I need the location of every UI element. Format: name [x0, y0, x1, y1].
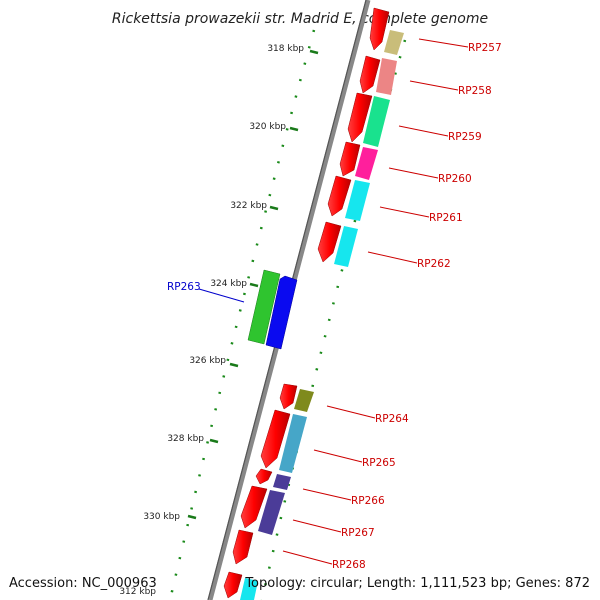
- tick-label-330: 330 kbp: [143, 512, 180, 522]
- gene-label-rp265[interactable]: RP265: [362, 457, 396, 469]
- gene-label-rp262[interactable]: RP262: [417, 258, 451, 270]
- cog-block[interactable]: [273, 474, 291, 490]
- cds-arrow[interactable]: [339, 141, 361, 177]
- topology-summary: Topology: circular; Length: 1,111,523 bp…: [244, 576, 590, 591]
- gene-label-rp257[interactable]: RP257: [468, 42, 502, 54]
- cog-block[interactable]: [334, 226, 358, 267]
- gene-label-rp264[interactable]: RP264: [375, 413, 409, 425]
- gene-label-rp261[interactable]: RP261: [429, 212, 463, 224]
- gene-label-rp258[interactable]: RP258: [458, 85, 492, 97]
- cds-arrow[interactable]: [279, 383, 298, 410]
- tick-labels: 318 kbp 320 kbp 322 kbp 324 kbp 326 kbp …: [119, 44, 319, 597]
- cog-block[interactable]: [376, 58, 397, 95]
- cds-arrow[interactable]: [359, 55, 381, 94]
- gene-label-rp260[interactable]: RP260: [438, 173, 472, 185]
- cds-track-forward: [223, 7, 390, 599]
- cog-block[interactable]: [363, 96, 390, 147]
- cog-block[interactable]: [345, 180, 370, 221]
- cog-block[interactable]: [247, 269, 281, 345]
- map-title: Rickettsia prowazekii str. Madrid E, com…: [112, 11, 488, 27]
- gene-label-rp266[interactable]: RP266: [351, 495, 385, 507]
- gene-rp263-group: [247, 269, 298, 350]
- tick-label-322: 322 kbp: [230, 201, 267, 211]
- gene-label-rp267[interactable]: RP267: [341, 527, 375, 539]
- cds-arrow[interactable]: [232, 529, 254, 565]
- gene-label-rp263[interactable]: RP263: [167, 281, 201, 293]
- tick-label-312: 312 kbp: [119, 587, 156, 597]
- cog-block[interactable]: [240, 578, 258, 600]
- cog-block[interactable]: [294, 389, 314, 412]
- tick-label-324: 324 kbp: [210, 279, 247, 289]
- cds-arrow[interactable]: [240, 485, 268, 529]
- cds-arrow[interactable]: [327, 175, 352, 217]
- tick-label-328: 328 kbp: [167, 434, 204, 444]
- cds-arrow[interactable]: [255, 468, 273, 485]
- gene-label-rp259[interactable]: RP259: [448, 131, 482, 143]
- tick-label-320: 320 kbp: [249, 122, 286, 132]
- cog-block[interactable]: [384, 30, 404, 55]
- cog-block[interactable]: [355, 147, 378, 180]
- cds-arrow[interactable]: [223, 571, 243, 599]
- tick-label-318: 318 kbp: [267, 44, 304, 54]
- cds-arrow-reverse[interactable]: [265, 275, 298, 350]
- cds-arrow[interactable]: [347, 92, 373, 143]
- cog-block[interactable]: [258, 490, 285, 535]
- cds-arrow[interactable]: [317, 221, 342, 263]
- gene-label-rp268[interactable]: RP268: [332, 559, 366, 571]
- accession-text: Accession: NC_000963: [9, 576, 157, 591]
- label-leaders: [198, 38, 469, 565]
- cds-arrow[interactable]: [369, 7, 390, 51]
- cds-arrow[interactable]: [260, 409, 291, 469]
- cog-block[interactable]: [279, 414, 307, 473]
- tick-label-326: 326 kbp: [189, 356, 226, 366]
- gene-labels: RP257 RP258 RP259 RP260 RP261 RP262 RP26…: [167, 42, 502, 571]
- cog-track: [240, 30, 404, 600]
